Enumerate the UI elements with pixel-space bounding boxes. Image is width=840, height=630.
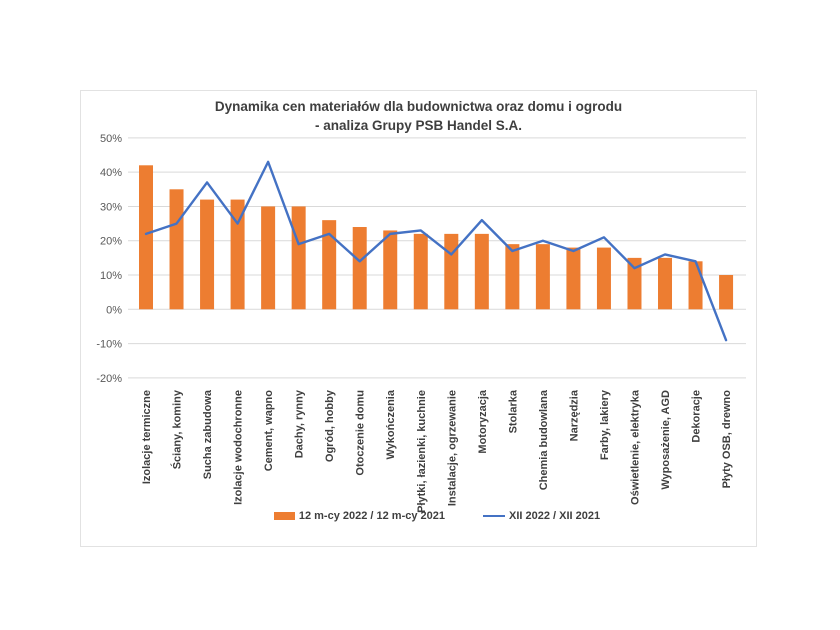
x-axis-category-label: Motoryzacja [477, 389, 489, 453]
y-axis-tick-label: 20% [100, 236, 122, 248]
legend-item-line-series: XII 2022 / XII 2021 [483, 510, 600, 522]
x-axis-category-label: Dachy, rynny [294, 389, 306, 458]
bar [627, 257, 642, 310]
y-axis-tick-label: 40% [100, 167, 122, 179]
y-axis-tick-label: 50% [100, 133, 122, 145]
chart-title-line1: Dynamika cen materiałów dla budownictwa … [214, 99, 623, 114]
bar [200, 199, 215, 310]
x-axis-category-label: Izolacje wodochronne [233, 390, 245, 505]
bar [261, 206, 276, 310]
bar [230, 199, 245, 310]
bar [291, 206, 306, 310]
x-axis-category-label: Cement, wapno [263, 390, 275, 472]
x-axis-category-label: Otoczenie domu [355, 390, 367, 476]
bar [474, 233, 489, 310]
bar [322, 220, 337, 310]
legend-label-line-series: XII 2022 / XII 2021 [509, 510, 601, 522]
legend-item-bar-series: 12 m-cy 2022 / 12 m-cy 2021 [273, 510, 446, 522]
bar [139, 165, 153, 310]
line-series [144, 160, 728, 342]
x-axis-category-label: Chemia budowlana [538, 389, 550, 490]
bar [535, 244, 550, 310]
bar [352, 227, 367, 310]
x-axis-category-label: Płytki, łazienki, kuchnie [416, 390, 428, 513]
x-axis-category-label: Płyty OSB, drewno [721, 390, 733, 489]
bar [596, 247, 611, 310]
bar [566, 247, 581, 310]
bar [413, 233, 428, 310]
x-axis-category-label: Stolarka [507, 389, 519, 433]
x-axis-category-label: Wykończenia [385, 389, 397, 459]
bar [719, 275, 734, 310]
y-axis-tick-label: 0% [106, 304, 122, 316]
legend-label-bar-series: 12 m-cy 2022 / 12 m-cy 2021 [298, 510, 446, 522]
bar [383, 230, 398, 310]
x-axis-category-label: Narzędzia [568, 389, 580, 441]
bar [169, 189, 184, 310]
bar-series-swatch-icon [273, 512, 295, 520]
x-axis-category-label: Ściany, kominy [171, 389, 184, 469]
y-axis-tick-label: -20% [96, 373, 122, 385]
chart-frame [80, 90, 757, 547]
line-series-swatch-icon [483, 515, 506, 517]
legend: 12 m-cy 2022 / 12 m-cy 2021 XII 2022 / X… [128, 510, 746, 522]
bar [658, 257, 673, 310]
x-axis-category-label: Sucha zabudowa [202, 389, 214, 479]
bar [688, 261, 703, 310]
x-axis-category-label: Oświetlenie, elektryka [629, 389, 641, 505]
x-axis-category-label: Izolacje termiczne [141, 390, 153, 484]
bar [505, 244, 520, 310]
x-axis-category-label: Farby, lakiery [599, 389, 611, 460]
chart-title: Dynamika cen materiałów dla budownictwa … [80, 97, 757, 135]
x-axis-category-label: Dekoracje [691, 390, 703, 443]
y-axis-tick-label: -10% [96, 339, 122, 351]
bar [444, 233, 459, 310]
y-axis-tick-label: 10% [100, 270, 122, 282]
x-axis-category-label: Ogród, hobby [324, 389, 336, 462]
chart-title-line2: - analiza Grupy PSB Handel S.A. [314, 118, 523, 133]
x-axis-category-label: Wyposażenie, AGD [660, 390, 672, 490]
x-axis-category-label: Instalacje, ogrzewanie [446, 390, 458, 506]
y-axis-tick-label: 30% [100, 201, 122, 213]
